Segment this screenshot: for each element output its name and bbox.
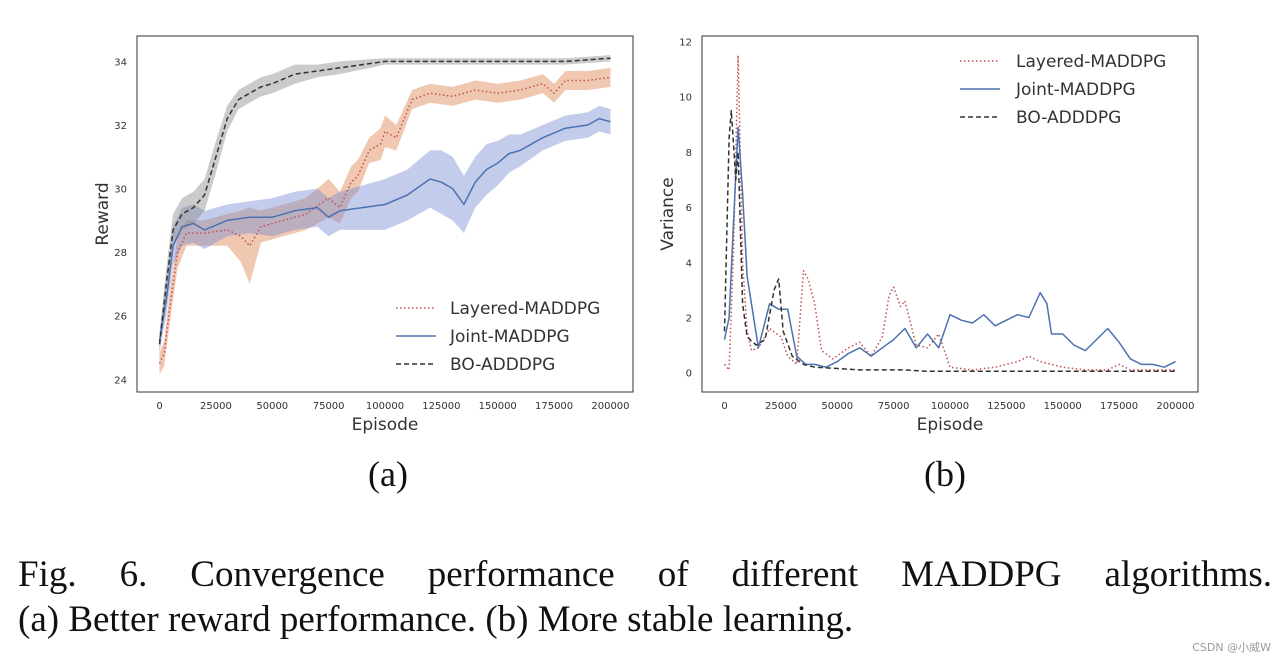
x-tick-label: 175000: [535, 401, 573, 412]
y-tick-label: 0: [686, 369, 692, 380]
y-tick-label: 12: [679, 38, 692, 49]
y-tick-label: 8: [686, 148, 692, 159]
chart-a-legend: Layered-MADDPG Joint-MADDPG BO-ADDDPG: [396, 299, 600, 375]
y-tick-label: 2: [686, 313, 692, 324]
caption-word: of: [657, 554, 689, 595]
x-tick-label: 150000: [479, 401, 517, 412]
caption-line-2: (a) Better reward performance. (b) More …: [18, 599, 854, 640]
caption-word: different: [731, 554, 859, 595]
x-tick-label: 125000: [987, 401, 1025, 412]
y-tick-label: 4: [686, 258, 692, 269]
x-tick-label: 200000: [1156, 401, 1194, 412]
chart-a-x-ticks: 0 25000 50000 75000 100000 125000 150000 175000…: [156, 401, 629, 412]
chart-b-lines: [723, 54, 1176, 373]
chart-a-lines: [158, 57, 611, 364]
x-tick-label: 0: [156, 401, 162, 412]
y-tick-label: 32: [114, 121, 127, 132]
y-tick-label: 10: [679, 93, 692, 104]
x-tick-label: 175000: [1100, 401, 1138, 412]
chart-a-ylabel: Reward: [93, 182, 113, 245]
legend-b-label-bo: BO-ADDDPG: [1016, 108, 1121, 128]
band-layered: [159, 67, 611, 375]
legend-a-label-layered: Layered-MADDPG: [450, 299, 600, 319]
caption-word: performance: [427, 554, 615, 595]
y-tick-label: 34: [114, 57, 127, 68]
y-tick-label: 30: [114, 185, 127, 196]
x-tick-label: 75000: [878, 401, 910, 412]
caption-word: 6.: [119, 554, 148, 595]
chart-b-legend: Layered-MADDPG Joint-MADDPG BO-ADDDPG: [960, 52, 1166, 128]
chart-a-xlabel: Episode: [352, 415, 419, 435]
x-tick-label: 75000: [313, 401, 345, 412]
chart-b-ylabel: Variance: [658, 177, 678, 250]
x-tick-label: 25000: [200, 401, 232, 412]
x-tick-label: 200000: [591, 401, 629, 412]
x-tick-label: 100000: [366, 401, 404, 412]
chart-a-bands: [159, 55, 611, 375]
y-tick-label: 6: [686, 203, 692, 214]
panel-label-b: (b): [924, 454, 966, 494]
chart-a-frame: [136, 35, 634, 393]
band-joint: [159, 105, 611, 351]
x-tick-label: 25000: [765, 401, 797, 412]
series-line-layered: [158, 76, 611, 364]
chart-b-y-ticks: 0 2 4 6 8 10 12: [679, 38, 692, 380]
series-line-joint: [158, 117, 611, 342]
caption-line-1: Fig. 6. Convergence performance of diffe…: [18, 552, 1272, 597]
series-line-bo: [158, 57, 611, 345]
x-tick-label: 150000: [1044, 401, 1082, 412]
legend-a-label-joint: Joint-MADDPG: [449, 327, 570, 347]
figure: 0 25000 50000 75000 100000 125000 150000 175000…: [93, 35, 1199, 494]
figure-caption: Fig. 6. Convergence performance of diffe…: [18, 552, 1272, 642]
x-tick-label: 50000: [821, 401, 853, 412]
legend-a-label-bo: BO-ADDDPG: [450, 355, 555, 375]
chart-a-y-ticks: 24 26 28 30 32 34: [114, 57, 127, 386]
chart-b-xlabel: Episode: [917, 415, 984, 435]
x-tick-label: 50000: [256, 401, 288, 412]
series-line-bo: [723, 109, 1176, 373]
chart-a: 0 25000 50000 75000 100000 125000 150000 175000…: [93, 35, 634, 494]
caption-word: MADDPG: [901, 554, 1062, 595]
x-tick-label: 0: [721, 401, 727, 412]
watermark: CSDN @小威W: [1192, 641, 1271, 654]
panel-label-a: (a): [368, 454, 408, 494]
chart-b: 0 25000 50000 75000 100000 125000 150000 175000…: [658, 35, 1199, 494]
series-line-joint: [723, 126, 1176, 368]
y-tick-label: 28: [114, 248, 127, 259]
caption-word: algorithms.: [1104, 554, 1273, 595]
caption-word: Convergence: [190, 554, 385, 595]
y-tick-label: 24: [114, 375, 127, 386]
x-tick-label: 100000: [931, 401, 969, 412]
y-tick-label: 26: [114, 312, 127, 323]
legend-b-label-layered: Layered-MADDPG: [1016, 52, 1166, 72]
caption-word: Fig.: [18, 554, 77, 595]
chart-b-frame: [701, 35, 1199, 393]
x-tick-label: 125000: [422, 401, 460, 412]
legend-b-label-joint: Joint-MADDPG: [1015, 80, 1136, 100]
chart-b-x-ticks: 0 25000 50000 75000 100000 125000 150000 175000…: [721, 401, 1194, 412]
